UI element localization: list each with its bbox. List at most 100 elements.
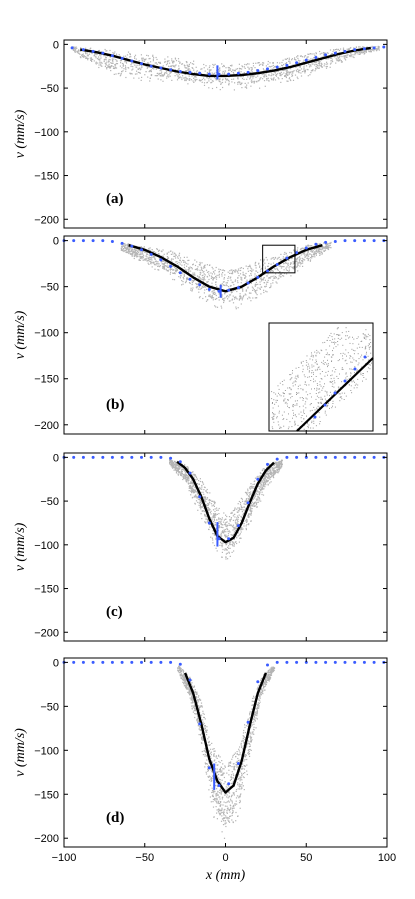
scatter-point xyxy=(187,483,190,485)
scatter-point xyxy=(297,261,299,263)
scatter-point xyxy=(81,54,83,56)
scatter-point xyxy=(303,67,305,69)
scatter-point xyxy=(205,65,207,67)
scatter-point xyxy=(218,296,220,298)
scatter-point xyxy=(306,56,308,58)
scatter-point xyxy=(261,63,263,65)
zoom-inset-point xyxy=(311,364,313,366)
scatter-point xyxy=(161,260,163,262)
scatter-point xyxy=(109,59,111,61)
scatter-point xyxy=(284,58,286,60)
scatter-point xyxy=(152,60,154,62)
scatter-point xyxy=(191,274,193,276)
scatter-point xyxy=(97,62,99,64)
fit-curve xyxy=(128,244,323,293)
zoom-inset-point xyxy=(304,383,306,385)
scatter-point xyxy=(263,488,265,490)
scatter-point xyxy=(236,270,238,272)
scatter-point xyxy=(298,69,300,71)
scatter-point xyxy=(292,70,294,72)
scatter-point xyxy=(171,268,173,270)
scatter-point xyxy=(319,62,321,64)
scatter-point xyxy=(279,460,281,462)
scatter-point xyxy=(202,277,204,279)
scatter-point xyxy=(240,76,242,78)
scatter-point xyxy=(209,499,211,501)
scatter-point xyxy=(268,475,270,477)
scatter-point xyxy=(208,70,210,72)
scatter-point xyxy=(177,58,180,60)
scatter-point xyxy=(214,501,216,503)
scatter-point xyxy=(187,478,189,480)
scatter-point xyxy=(228,69,230,72)
y-tick-label: −50 xyxy=(40,282,59,294)
scatter-point xyxy=(191,488,193,490)
zoom-inset-point xyxy=(341,332,343,334)
scatter-point xyxy=(229,520,231,522)
scatter-point xyxy=(175,60,178,62)
scatter-point xyxy=(191,471,193,474)
scatter-point xyxy=(281,464,283,466)
scatter-point xyxy=(137,254,139,256)
scatter-point xyxy=(201,81,203,83)
scatter-point xyxy=(195,477,198,479)
zoom-inset-point xyxy=(365,336,367,338)
scatter-point xyxy=(132,68,134,70)
scatter-point xyxy=(311,58,314,61)
scatter-point xyxy=(237,81,239,84)
scatter-point xyxy=(249,75,251,77)
scatter-point xyxy=(293,250,295,252)
scatter-point xyxy=(206,271,209,273)
scatter-point xyxy=(231,291,233,293)
scatter-point xyxy=(260,77,262,79)
scatter-point xyxy=(294,59,296,61)
scatter-point xyxy=(126,57,128,59)
scatter-point xyxy=(229,65,232,67)
zoom-inset-point xyxy=(288,426,290,428)
scatter-point xyxy=(86,52,88,54)
scatter-point xyxy=(206,276,209,278)
scatter-point xyxy=(260,277,262,279)
scatter-point xyxy=(285,252,287,254)
scatter-point xyxy=(196,78,198,81)
scatter-point xyxy=(176,72,178,74)
scatter-point xyxy=(276,62,278,64)
scatter-point xyxy=(201,510,203,512)
scatter-point xyxy=(347,48,349,51)
scatter-point xyxy=(259,491,261,493)
scatter-point xyxy=(224,524,226,526)
zoom-inset-point xyxy=(361,354,363,356)
zoom-inset xyxy=(268,322,374,432)
zoom-inset-point xyxy=(302,371,304,373)
scatter-point xyxy=(239,533,241,535)
scatter-point xyxy=(167,265,169,267)
scatter-point xyxy=(106,50,108,52)
zoom-inset-point xyxy=(273,392,275,394)
scatter-point xyxy=(228,552,230,554)
scatter-point xyxy=(174,461,177,463)
scatter-point xyxy=(192,484,194,486)
scatter-point xyxy=(264,268,266,270)
zoom-inset-point xyxy=(317,384,319,386)
scatter-point xyxy=(172,463,174,465)
scatter-point xyxy=(262,483,264,485)
scatter-point xyxy=(220,523,222,525)
zoom-inset-point xyxy=(336,375,338,377)
scatter-point xyxy=(117,73,119,75)
scatter-point xyxy=(327,248,330,251)
scatter-point xyxy=(151,259,153,261)
zoom-inset-point xyxy=(358,343,360,345)
scatter-point xyxy=(134,249,136,251)
zoom-inset-point xyxy=(317,368,319,370)
scatter-point xyxy=(370,51,372,53)
scatter-point xyxy=(148,255,150,257)
scatter-point xyxy=(286,57,288,60)
zoom-inset-point xyxy=(331,341,333,343)
scatter-point xyxy=(198,504,200,506)
zoom-inset-point xyxy=(294,404,296,406)
scatter-point xyxy=(376,48,378,50)
scatter-point xyxy=(294,74,297,76)
scatter-point xyxy=(125,66,127,68)
zoom-inset-point xyxy=(324,412,326,414)
scatter-point xyxy=(279,259,281,261)
